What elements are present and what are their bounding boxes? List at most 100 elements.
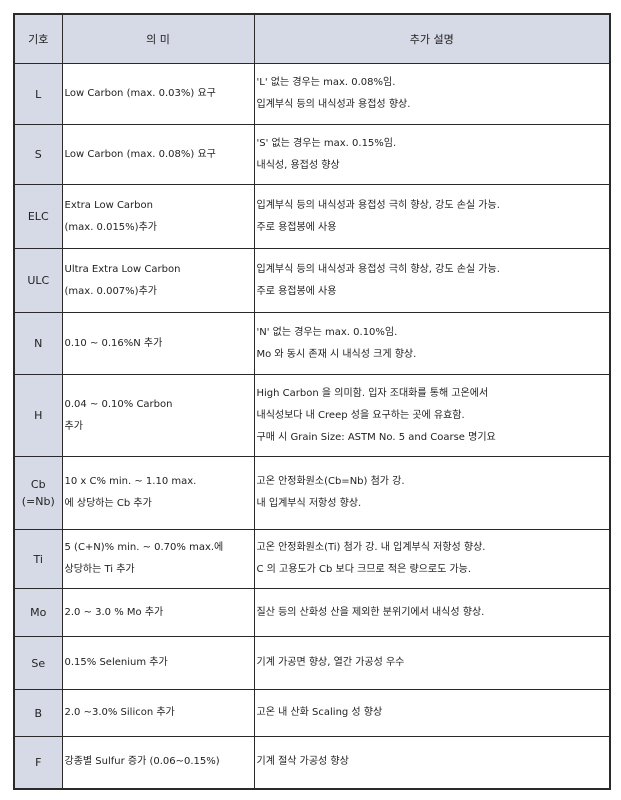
symbol-text: H <box>34 409 43 422</box>
symbol-text: (=Nb) <box>21 495 55 508</box>
table-row: Cb (=Nb) 10 x C% min. ~ 1.10 max. 에 상당하는 Cb… <box>13 456 611 530</box>
symbol-cell: Ti <box>13 529 63 589</box>
meaning-cell: Extra Low Carbon (max. 0.015%)추가 <box>61 184 255 249</box>
symbol-text: Se <box>31 656 46 670</box>
description-text: High Carbon 을 의미함. 입자 조대화를 통해 고온에서 <box>256 387 489 399</box>
meaning-text: (max. 0.015%)추가 <box>64 221 157 233</box>
meaning-text: 강종별 Sulfur 증가 (0.06~0.15%) <box>64 756 220 768</box>
meaning-text: 에 상당하는 Cb 추가 <box>64 498 152 509</box>
symbol-text: L <box>35 87 42 101</box>
table-row: F 강종별 Sulfur 증가 (0.06~0.15%) 기계 절삭 가공성 향상 <box>13 736 611 789</box>
meaning-text: Low Carbon (max. 0.03%) 요구 <box>64 88 216 99</box>
description-cell: 질산 등의 산화성 산을 제외한 분위기에서 내식성 향상. <box>253 588 611 637</box>
meaning-cell: Ultra Extra Low Carbon (max. 0.007%)추가 <box>61 248 255 313</box>
meaning-cell: 10 x C% min. ~ 1.10 max. 에 상당하는 Cb 추가 <box>61 456 255 530</box>
meaning-text: 0.15% Selenium 추가 <box>64 657 168 668</box>
description-cell: 고온 안정화원소(Cb=Nb) 첨가 강. 내 입계부식 저항성 향상. <box>253 456 611 530</box>
description-text: 고온 안정화원소(Ti) 첨가 강. 내 입계부식 저항성 향상. <box>256 542 486 553</box>
symbol-cell: N <box>13 312 63 375</box>
meaning-cell: 강종별 Sulfur 증가 (0.06~0.15%) <box>61 736 255 789</box>
meaning-text: 상당하는 Ti 추가 <box>64 564 135 575</box>
description-cell: 기계 가공면 향상, 열간 가공성 우수 <box>253 636 611 690</box>
symbol-text: Mo <box>30 606 47 619</box>
description-text: 기계 절삭 가공성 향상 <box>256 756 349 768</box>
header-symbol: 기호 <box>13 13 63 64</box>
meaning-text: (max. 0.007%)추가 <box>64 285 157 297</box>
description-cell: 입계부식 등의 내식성과 용접성 극히 향상, 강도 손실 가능. 주로 용접봉에… <box>253 184 611 249</box>
symbol-cell: ULC <box>13 248 63 313</box>
meaning-text: Low Carbon (max. 0.08%) 요구 <box>64 148 216 160</box>
symbol-cell: B <box>13 689 63 737</box>
symbol-cell: H <box>13 374 63 457</box>
description-text: Mo 와 동시 존재 시 내식성 크게 향상. <box>256 348 417 360</box>
description-cell: 'S' 없는 경우는 max. 0.15%임. 내식성, 용접성 향상 <box>253 124 611 185</box>
header-description: 추가 설명 <box>253 13 611 64</box>
meaning-cell: 0.15% Selenium 추가 <box>61 636 255 690</box>
meaning-cell: 0.04 ~ 0.10% Carbon 추가 <box>61 374 255 457</box>
meaning-text: 0.10 ~ 0.16%N 추가 <box>64 337 163 349</box>
header-meaning: 의 미 <box>61 13 255 64</box>
meaning-text: 0.04 ~ 0.10% Carbon <box>64 398 173 410</box>
symbol-text: F <box>35 755 42 769</box>
meaning-text: 추가 <box>64 420 83 432</box>
table-row: Se 0.15% Selenium 추가 기계 가공면 향상, 열간 가공성 우수 <box>13 636 611 690</box>
table-row: S Low Carbon (max. 0.08%) 요구 'S' 없는 경우는 ma… <box>13 124 611 185</box>
description-text: 내 입계부식 저항성 향상. <box>256 498 362 509</box>
symbol-cell: Cb (=Nb) <box>13 456 63 530</box>
stainless-suffix-table: 기호 의 미 추가 설명 L Low Carbon (max. 0.03%) 요구… <box>13 13 611 790</box>
description-cell: 고온 내 산화 Scaling 성 향상 <box>253 689 611 737</box>
table-row: Mo 2.0 ~ 3.0 % Mo 추가 질산 등의 산화성 산을 제외한 분위기에… <box>13 588 611 637</box>
description-text: C 의 고용도가 Cb 보다 크므로 적은 량으로도 가능. <box>256 564 472 575</box>
description-text: 주로 용접봉에 사용 <box>256 285 337 297</box>
symbol-text: N <box>34 337 43 350</box>
description-text: 'S' 없는 경우는 max. 0.15%임. <box>256 137 397 149</box>
meaning-text: 5 (C+N)% min. ~ 0.70% max.에 <box>64 542 224 553</box>
description-text: 입계부식 등의 내식성과 용접성 극히 향상, 강도 손실 가능. <box>256 263 500 275</box>
description-text: 구매 시 Grain Size: ASTM No. 5 and Coarse 명… <box>256 431 496 443</box>
description-text: 기계 가공면 향상, 열간 가공성 우수 <box>256 657 405 668</box>
description-text: 주로 용접봉에 사용 <box>256 221 337 233</box>
meaning-text: 2.0 ~3.0% Silicon 추가 <box>64 707 175 718</box>
symbol-cell: S <box>13 124 63 185</box>
symbol-cell: Mo <box>13 588 63 637</box>
table-row: ULC Ultra Extra Low Carbon (max. 0.007%)추가… <box>13 248 611 313</box>
description-text: 'N' 없는 경우는 max. 0.10%임. <box>256 326 398 338</box>
table-row: N 0.10 ~ 0.16%N 추가 'N' 없는 경우는 max. 0.10%임.… <box>13 312 611 375</box>
symbol-cell: ELC <box>13 184 63 249</box>
meaning-cell: 2.0 ~3.0% Silicon 추가 <box>61 689 255 737</box>
description-text: 질산 등의 산화성 산을 제외한 분위기에서 내식성 향상. <box>256 606 485 618</box>
meaning-cell: 0.10 ~ 0.16%N 추가 <box>61 312 255 375</box>
description-cell: 'L' 없는 경우는 max. 0.08%임. 입계부식 등의 내식성과 용접성 … <box>253 63 611 125</box>
description-text: 'L' 없는 경우는 max. 0.08%임. <box>256 77 396 88</box>
description-text: 입계부식 등의 내식성과 용접성 향상. <box>256 99 411 110</box>
table-row: B 2.0 ~3.0% Silicon 추가 고온 내 산화 Scaling 성 향… <box>13 689 611 737</box>
description-text: 고온 내 산화 Scaling 성 향상 <box>256 707 383 718</box>
symbol-text: ELC <box>27 210 49 223</box>
meaning-text: Ultra Extra Low Carbon <box>64 263 181 275</box>
table-body: L Low Carbon (max. 0.03%) 요구 'L' 없는 경우는 ma… <box>13 63 611 789</box>
description-text: 내식성보다 내 Creep 성을 요구하는 곳에 유효함. <box>256 409 465 421</box>
meaning-cell: 2.0 ~ 3.0 % Mo 추가 <box>61 588 255 637</box>
description-cell: 입계부식 등의 내식성과 용접성 극히 향상, 강도 손실 가능. 주로 용접봉에… <box>253 248 611 313</box>
symbol-cell: F <box>13 736 63 789</box>
table-row: H 0.04 ~ 0.10% Carbon 추가 High Carbon 을 의미함.… <box>13 374 611 457</box>
symbol-text: B <box>34 706 43 720</box>
meaning-text: 2.0 ~ 3.0 % Mo 추가 <box>64 606 164 618</box>
meaning-text: Extra Low Carbon <box>64 199 153 211</box>
table-row: L Low Carbon (max. 0.03%) 요구 'L' 없는 경우는 ma… <box>13 63 611 125</box>
symbol-text: Ti <box>33 552 43 566</box>
symbol-text: S <box>34 148 42 161</box>
description-cell: 기계 절삭 가공성 향상 <box>253 736 611 789</box>
symbol-cell: L <box>13 63 63 125</box>
meaning-cell: Low Carbon (max. 0.08%) 요구 <box>61 124 255 185</box>
description-cell: 'N' 없는 경우는 max. 0.10%임. Mo 와 동시 존재 시 내식성 … <box>253 312 611 375</box>
meaning-cell: Low Carbon (max. 0.03%) 요구 <box>61 63 255 125</box>
symbol-text: ULC <box>27 274 50 287</box>
description-text: 입계부식 등의 내식성과 용접성 극히 향상, 강도 손실 가능. <box>256 199 500 211</box>
table-row: ELC Extra Low Carbon (max. 0.015%)추가 입계부식 등… <box>13 184 611 249</box>
meaning-text: 10 x C% min. ~ 1.10 max. <box>64 476 197 487</box>
symbol-cell: Se <box>13 636 63 690</box>
symbol-text: Cb <box>30 478 46 491</box>
